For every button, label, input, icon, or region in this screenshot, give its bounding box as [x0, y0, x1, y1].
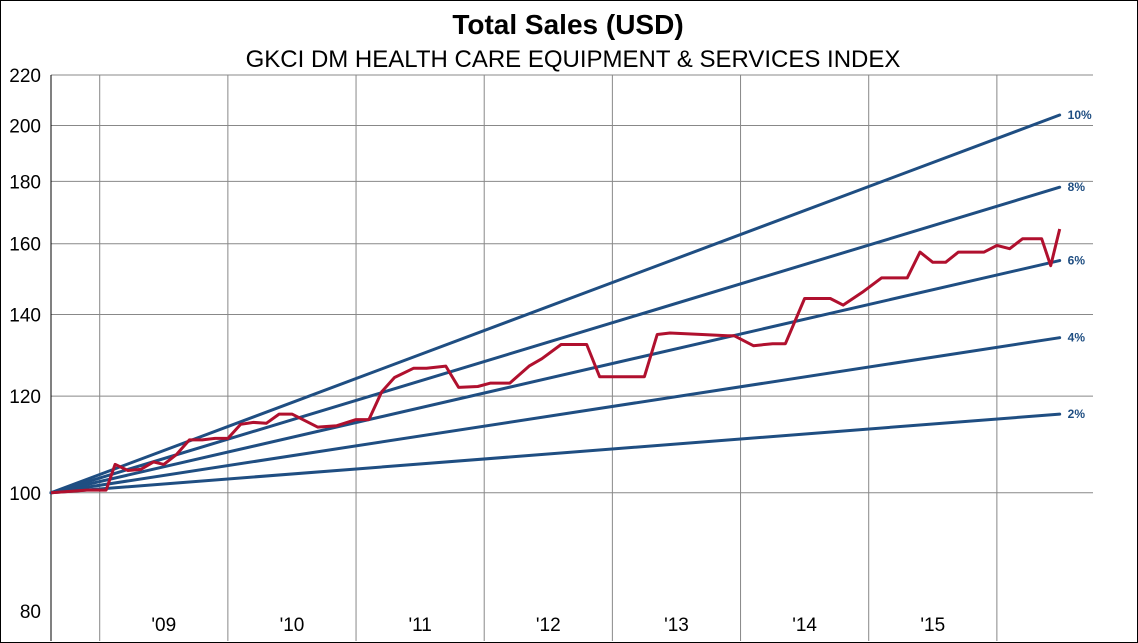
reference-line-label: 4% [1068, 331, 1086, 345]
reference-line [49, 412, 1062, 495]
reference-line-label: 8% [1068, 180, 1086, 194]
y-tick-label: 140 [9, 305, 41, 326]
y-tick-label: 80 [20, 602, 41, 623]
series-line [50, 228, 1062, 495]
reference-line-label: 10% [1068, 108, 1092, 122]
x-tick-label: '09 [151, 615, 176, 636]
y-tick-label: 120 [9, 387, 41, 408]
x-tick-label: '11 [408, 615, 431, 636]
reference-line [49, 113, 1062, 495]
reference-line [49, 336, 1062, 495]
y-tick-label: 220 [9, 66, 41, 87]
tick-labels: 80 100 120 140 160 180 200 220 '09 '10 '11 '12 '13 '1… [9, 66, 945, 636]
y-tick-label: 200 [9, 117, 41, 138]
reference-line [49, 185, 1062, 495]
x-tick-label: '14 [792, 615, 817, 636]
reference-lines: 10% 8% 6% 4% 2% [49, 108, 1092, 495]
x-tick-label: '12 [536, 615, 561, 636]
y-tick-label: 180 [9, 172, 41, 193]
grid-layer [51, 74, 1093, 641]
chart-subtitle: GKCI DM HEALTH CARE EQUIPMENT & SERVICES… [246, 46, 901, 73]
series-layer [50, 228, 1062, 495]
reference-line [49, 259, 1062, 495]
reference-line-label: 2% [1068, 407, 1086, 421]
x-tick-label: '15 [920, 615, 945, 636]
y-tick-label: 100 [9, 484, 41, 505]
y-tick-label: 160 [9, 235, 41, 256]
chart-title: Total Sales (USD) [452, 9, 683, 40]
x-tick-label: '13 [664, 615, 689, 636]
reference-line-label: 6% [1068, 254, 1086, 268]
x-tick-label: '10 [280, 615, 305, 636]
